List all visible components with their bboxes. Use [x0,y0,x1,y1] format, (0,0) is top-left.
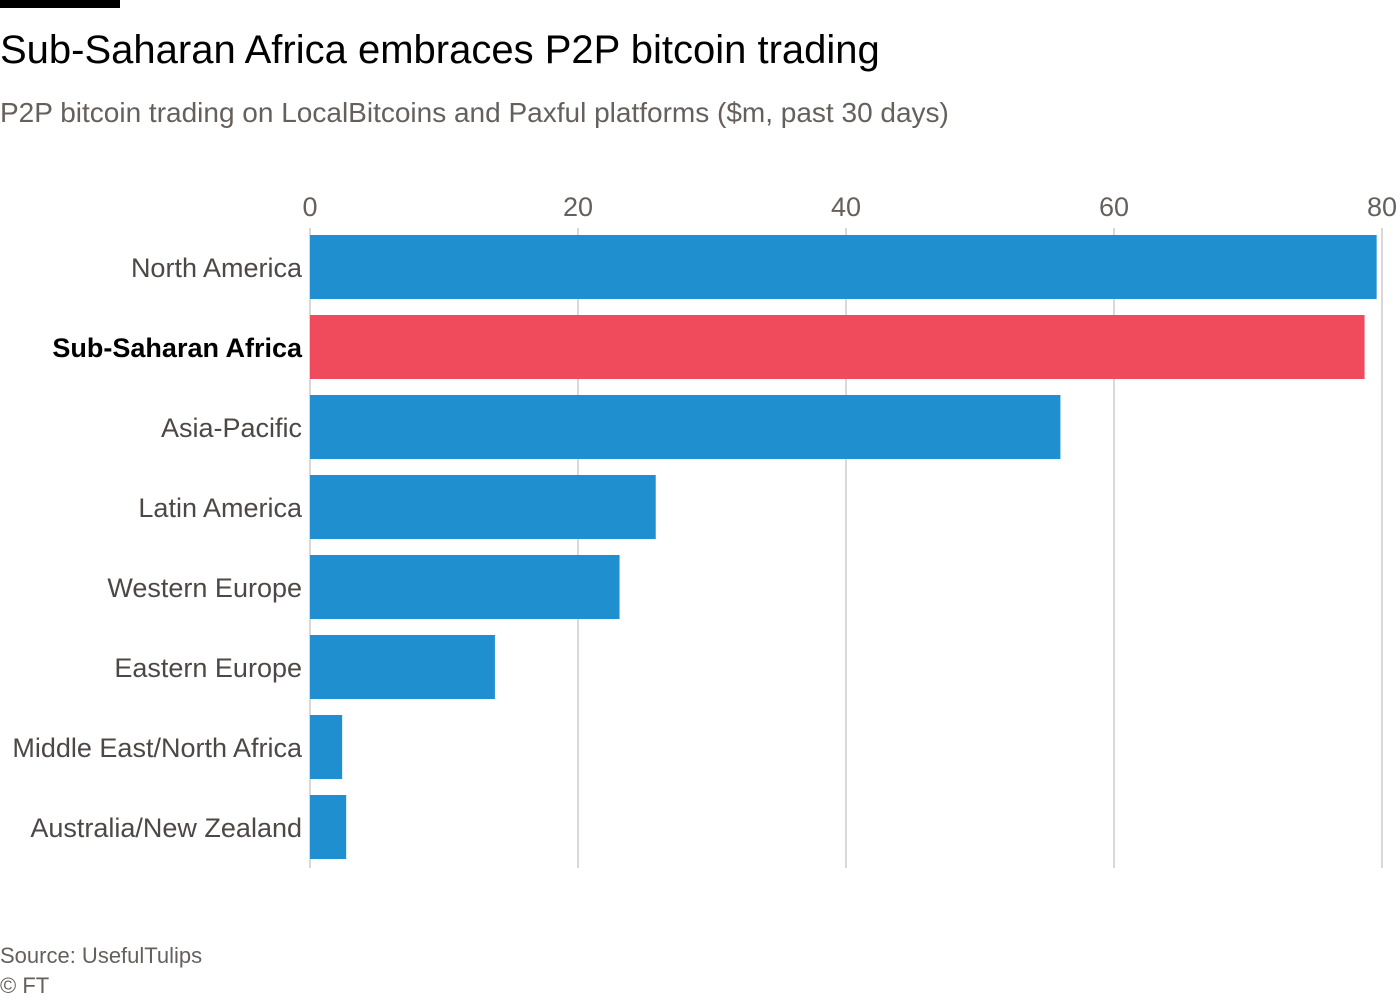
x-tick-label: 0 [302,192,317,222]
bar-australia-new-zealand [310,795,347,859]
category-label: Latin America [138,493,303,523]
category-label: Asia-Pacific [161,413,302,443]
category-label: Australia/New Zealand [30,813,302,843]
category-label: North America [131,253,303,283]
bar-layer [310,235,1377,859]
category-label: Western Europe [107,573,302,603]
bar-chart: 0 20 40 60 80 North America Sub-Saharan Afric… [12,192,1397,868]
x-tick-label: 20 [563,192,593,222]
x-tick-label: 40 [831,192,861,222]
chart-title: Sub-Saharan Africa embraces P2P bitcoin … [0,28,880,72]
bar-sub-saharan-africa [310,315,1365,379]
source-note: Source: UsefulTulips [0,943,203,968]
copyright-note: © FT [0,973,50,998]
top-rule [0,0,120,8]
category-label-layer: North America Sub-Saharan Africa Asia-Paci… [12,253,303,843]
bar-north-america [310,235,1377,299]
x-tick-label: 80 [1367,192,1397,222]
bar-middle-east-north-africa [310,715,343,779]
bar-eastern-europe [310,635,495,699]
category-label: Middle East/North Africa [12,733,303,763]
x-tick-label: 60 [1099,192,1129,222]
chart-subtitle: P2P bitcoin trading on LocalBitcoins and… [0,97,949,128]
category-label: Eastern Europe [114,653,302,683]
category-label: Sub-Saharan Africa [52,333,303,363]
tick-layer: 0 20 40 60 80 [302,192,1397,222]
bar-latin-america [310,475,656,539]
bar-western-europe [310,555,620,619]
bar-asia-pacific [310,395,1061,459]
